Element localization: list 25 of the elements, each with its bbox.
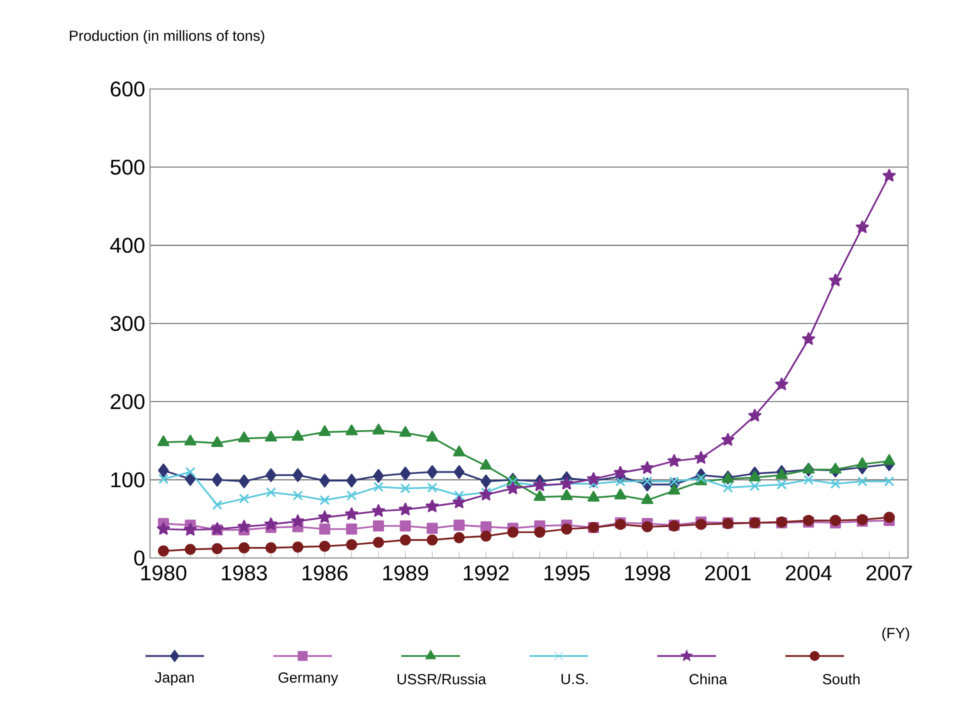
x-tick-label: 1998: [625, 565, 670, 580]
x-axis-title: (FY): [882, 627, 910, 642]
x-tick-label: 1992: [464, 565, 509, 580]
legend-label: USSR/Russia: [398, 674, 486, 684]
x-tick-label: 2007: [866, 565, 912, 580]
y-tick-label: 100: [111, 472, 144, 488]
legend-label: South: [822, 674, 860, 684]
legend-label: China: [690, 674, 728, 684]
y-tick-label: 200: [110, 394, 144, 410]
x-tick-label: 1989: [383, 565, 428, 580]
legend-label: Japan: [154, 672, 194, 686]
legend-label: Germany: [278, 672, 338, 686]
y-axis-title: Production (in millions of tons): [70, 30, 264, 44]
y-tick-label: 500: [110, 160, 144, 175]
x-tick-label: 1986: [302, 565, 348, 580]
legend-label: U.S.: [562, 674, 588, 684]
x-tick-label: 1995: [544, 565, 590, 580]
x-tick-label: 2001: [705, 565, 751, 580]
x-tick-label: 1980: [141, 565, 186, 580]
y-tick-label: 600: [110, 81, 144, 97]
y-tick-label: 0: [134, 550, 144, 566]
x-tick-label: 2004: [786, 565, 832, 580]
y-tick-label: 400: [110, 238, 144, 253]
x-tick-label: 1983: [222, 565, 267, 580]
y-tick-label: 300: [110, 316, 144, 332]
